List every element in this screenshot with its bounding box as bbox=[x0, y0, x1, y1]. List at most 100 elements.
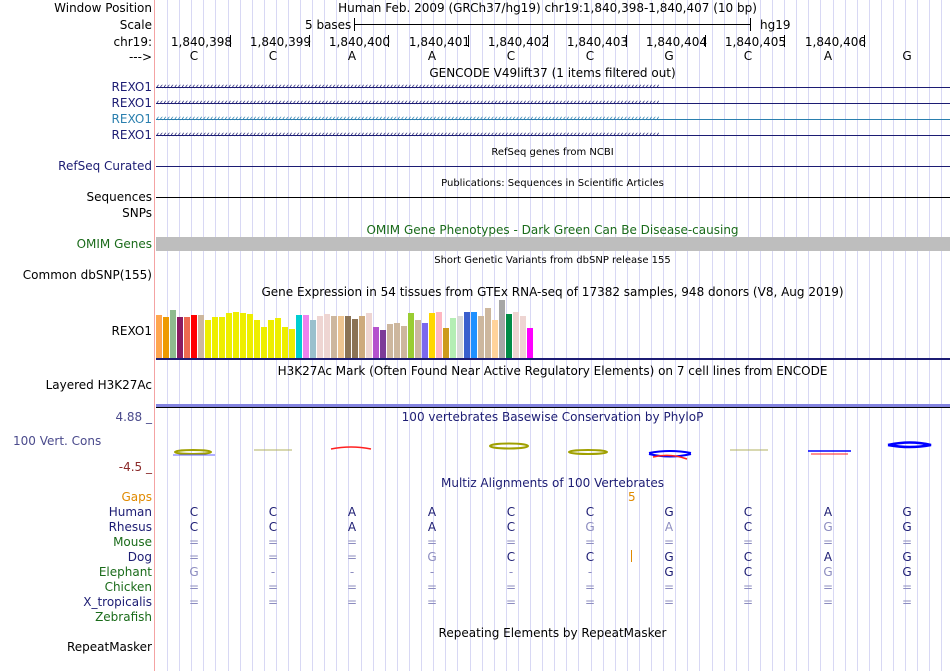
alignment-base: = bbox=[663, 580, 675, 594]
gtex-tissue-bar[interactable] bbox=[331, 316, 337, 358]
species-label[interactable]: Rhesus bbox=[108, 520, 152, 534]
gtex-tissue-bar[interactable] bbox=[247, 314, 253, 358]
phylop-track-label[interactable]: 100 Vert. Cons bbox=[13, 434, 102, 448]
omim-track-label[interactable]: OMIM Genes bbox=[76, 237, 152, 251]
gtex-tissue-bar[interactable] bbox=[513, 312, 519, 358]
gtex-tissue-bar[interactable] bbox=[429, 313, 435, 358]
gencode-track-title[interactable]: GENCODE V49lift37 (1 items filtered out) bbox=[429, 66, 676, 80]
gtex-tissue-bar[interactable] bbox=[324, 314, 330, 358]
multiz-track-title[interactable]: Multiz Alignments of 100 Vertebrates bbox=[440, 476, 665, 490]
species-label[interactable]: Zebrafish bbox=[95, 610, 152, 624]
repeatmasker-track-title[interactable]: Repeating Elements by RepeatMasker bbox=[438, 626, 667, 640]
h3k27ac-track-title[interactable]: H3K27Ac Mark (Often Found Near Active Re… bbox=[277, 364, 828, 378]
species-label[interactable]: Mouse bbox=[113, 535, 152, 549]
alignment-base: = bbox=[267, 550, 279, 564]
snps-label[interactable]: SNPs bbox=[122, 206, 152, 220]
gtex-tissue-bar[interactable] bbox=[261, 327, 267, 358]
gencode-gene-label[interactable]: REXO1 bbox=[111, 96, 152, 110]
publications-track-title[interactable]: Publications: Sequences in Scientific Ar… bbox=[441, 178, 664, 189]
refseq-track-label[interactable]: RefSeq Curated bbox=[58, 159, 152, 173]
gtex-tissue-bar[interactable] bbox=[450, 318, 456, 358]
gtex-track-label[interactable]: REXO1 bbox=[111, 324, 152, 338]
gencode-gene-label[interactable]: REXO1 bbox=[111, 128, 152, 142]
publications-track-label[interactable]: Sequences bbox=[86, 190, 152, 204]
gtex-tissue-bar[interactable] bbox=[380, 330, 386, 358]
gtex-tissue-bar[interactable] bbox=[191, 315, 197, 358]
gtex-tissue-bar[interactable] bbox=[485, 308, 491, 358]
gtex-tissue-bar[interactable] bbox=[492, 320, 498, 358]
gtex-tissue-bar[interactable] bbox=[317, 316, 323, 358]
gtex-tissue-bar[interactable] bbox=[415, 320, 421, 358]
gtex-tissue-bar[interactable] bbox=[254, 320, 260, 358]
gtex-tissue-bar[interactable] bbox=[212, 317, 218, 358]
species-label[interactable]: X_tropicalis bbox=[83, 595, 152, 609]
gtex-tissue-bar[interactable] bbox=[457, 316, 463, 358]
gtex-tissue-bar[interactable] bbox=[506, 314, 512, 358]
gtex-tissue-bar[interactable] bbox=[205, 320, 211, 358]
alignment-base: = bbox=[346, 580, 358, 594]
gtex-tissue-bar[interactable] bbox=[156, 315, 162, 358]
alignment-base: = bbox=[188, 595, 200, 609]
gtex-tissue-bar[interactable] bbox=[275, 318, 281, 358]
species-label[interactable]: Dog bbox=[127, 550, 152, 564]
gtex-tissue-bar[interactable] bbox=[240, 313, 246, 358]
gtex-tissue-bar[interactable] bbox=[198, 315, 204, 358]
gtex-tissue-bar[interactable] bbox=[394, 323, 400, 358]
gtex-tissue-bar[interactable] bbox=[422, 323, 428, 358]
species-label[interactable]: Elephant bbox=[98, 565, 152, 579]
gtex-tissue-bar[interactable] bbox=[268, 320, 274, 358]
gtex-tissue-bar[interactable] bbox=[219, 317, 225, 358]
omim-gene-bar[interactable] bbox=[156, 237, 950, 251]
h3k27ac-track-label[interactable]: Layered H3K27Ac bbox=[45, 378, 152, 392]
gencode-gene-label[interactable]: REXO1 bbox=[111, 112, 152, 126]
gtex-tissue-bar[interactable] bbox=[303, 315, 309, 358]
omim-track-title[interactable]: OMIM Gene Phenotypes - Dark Green Can Be… bbox=[366, 223, 739, 237]
repeatmasker-track-label[interactable]: RepeatMasker bbox=[66, 640, 152, 654]
gtex-tissue-bar[interactable] bbox=[296, 315, 302, 358]
alignment-base: = bbox=[901, 595, 913, 609]
gtex-tissue-bar[interactable] bbox=[401, 326, 407, 358]
gtex-tissue-bar[interactable] bbox=[338, 316, 344, 358]
gtex-tissue-bar[interactable] bbox=[310, 320, 316, 358]
gtex-tissue-bar[interactable] bbox=[366, 313, 372, 358]
gtex-tissue-bar[interactable] bbox=[478, 316, 484, 358]
dbsnp-track-title[interactable]: Short Genetic Variants from dbSNP releas… bbox=[434, 255, 671, 266]
gtex-track-title[interactable]: Gene Expression in 54 tissues from GTEx … bbox=[261, 285, 844, 299]
gtex-tissue-bar[interactable] bbox=[282, 327, 288, 358]
gtex-tissue-bar[interactable] bbox=[443, 328, 449, 358]
gtex-tissue-bar[interactable] bbox=[499, 300, 505, 358]
gtex-tissue-bar[interactable] bbox=[170, 310, 176, 358]
gencode-gene-line[interactable]: ‹‹‹‹‹‹‹‹‹‹‹‹‹‹‹‹‹‹‹‹‹‹‹‹‹‹‹‹‹‹‹‹‹‹‹‹‹‹‹‹… bbox=[156, 83, 950, 92]
gencode-gene-line[interactable]: ‹‹‹‹‹‹‹‹‹‹‹‹‹‹‹‹‹‹‹‹‹‹‹‹‹‹‹‹‹‹‹‹‹‹‹‹‹‹‹‹… bbox=[156, 115, 950, 124]
gencode-gene-line[interactable]: ‹‹‹‹‹‹‹‹‹‹‹‹‹‹‹‹‹‹‹‹‹‹‹‹‹‹‹‹‹‹‹‹‹‹‹‹‹‹‹‹… bbox=[156, 131, 950, 140]
gtex-tissue-bar[interactable] bbox=[226, 313, 232, 358]
refseq-track-title[interactable]: RefSeq genes from NCBI bbox=[491, 147, 614, 158]
gtex-tissue-bar[interactable] bbox=[408, 313, 414, 358]
label-separator bbox=[154, 0, 155, 671]
gtex-tissue-bar[interactable] bbox=[163, 317, 169, 358]
gtex-tissue-bar[interactable] bbox=[471, 312, 477, 358]
gencode-gene-line[interactable]: ‹‹‹‹‹‹‹‹‹‹‹‹‹‹‹‹‹‹‹‹‹‹‹‹‹‹‹‹‹‹‹‹‹‹‹‹‹‹‹‹… bbox=[156, 99, 950, 108]
gtex-tissue-bar[interactable] bbox=[359, 316, 365, 358]
dbsnp-track-label[interactable]: Common dbSNP(155) bbox=[22, 268, 152, 282]
gtex-tissue-bar[interactable] bbox=[184, 317, 190, 358]
gtex-tissue-bar[interactable] bbox=[436, 312, 442, 358]
refseq-gene-line[interactable] bbox=[156, 166, 950, 167]
gencode-gene-label[interactable]: REXO1 bbox=[111, 80, 152, 94]
gtex-tissue-bar[interactable] bbox=[527, 328, 533, 358]
gtex-tissue-bar[interactable] bbox=[177, 317, 183, 358]
phylop-track-title[interactable]: 100 vertebrates Basewise Conservation by… bbox=[401, 410, 704, 424]
publications-line[interactable] bbox=[156, 197, 950, 198]
gtex-tissue-bar[interactable] bbox=[464, 312, 470, 358]
gtex-tissue-bar[interactable] bbox=[289, 329, 295, 358]
gtex-tissue-bar[interactable] bbox=[345, 316, 351, 358]
gtex-bar-chart[interactable] bbox=[155, 298, 535, 358]
species-label[interactable]: Human bbox=[108, 505, 152, 519]
gtex-tissue-bar[interactable] bbox=[520, 316, 526, 358]
alignment-base: G bbox=[664, 550, 674, 564]
gtex-tissue-bar[interactable] bbox=[233, 312, 239, 358]
species-label[interactable]: Chicken bbox=[104, 580, 152, 594]
gtex-tissue-bar[interactable] bbox=[352, 319, 358, 358]
gtex-tissue-bar[interactable] bbox=[387, 324, 393, 358]
gtex-tissue-bar[interactable] bbox=[373, 327, 379, 358]
